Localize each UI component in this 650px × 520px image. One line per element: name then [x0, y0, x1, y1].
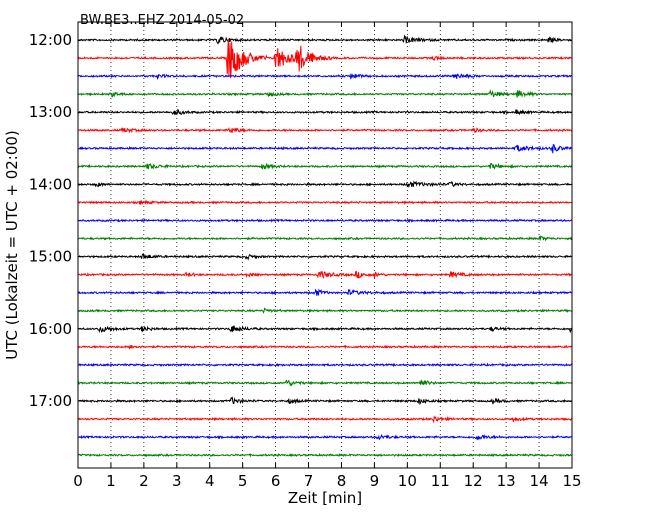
- x-tick-label: 2: [139, 472, 149, 490]
- x-axis-label: Zeit [min]: [288, 489, 362, 507]
- trace-1445: [77, 235, 573, 242]
- trace-1300: [77, 108, 573, 116]
- trace-1700: [77, 396, 573, 406]
- x-tick-label: 3: [172, 472, 182, 490]
- y-axis: 12:00 13:00 14:00 15:00 16:00 17:00: [29, 31, 572, 410]
- y-axis-label: UTC (Lokalzeit = UTC + 02:00): [3, 130, 21, 360]
- x-tick-label: 0: [73, 472, 83, 490]
- chart-title: BW.BE3..EHZ 2014-05-02: [80, 13, 244, 28]
- trace-1400: [77, 180, 573, 189]
- y-tick-label: 14:00: [29, 175, 72, 193]
- trace-1745: [77, 452, 573, 458]
- trace-1515: [77, 270, 573, 280]
- y-tick-label: 12:00: [29, 31, 72, 49]
- x-tick-label: 13: [497, 472, 516, 490]
- y-tick-label: 16:00: [29, 320, 72, 338]
- y-tick-label: 17:00: [29, 392, 72, 410]
- trace-1545: [77, 307, 573, 314]
- x-tick-label: 6: [271, 472, 281, 490]
- traces: [77, 34, 573, 458]
- plot-frame: [77, 21, 573, 469]
- trace-1345: [77, 162, 573, 170]
- trace-1715: [77, 415, 573, 424]
- trace-1600: [77, 325, 573, 334]
- x-tick-label: 4: [205, 472, 215, 490]
- trace-1315: [77, 127, 573, 134]
- trace-1530: [77, 288, 573, 296]
- trace-1245: [77, 89, 573, 98]
- trace-1415: [77, 199, 573, 206]
- trace-1215: [77, 38, 573, 79]
- trace-1730: [77, 433, 573, 441]
- trace-1430: [77, 218, 573, 223]
- trace-1330: [77, 143, 573, 154]
- x-axis: 0 1 2 3 4 5 6 7 8 9 10 11 12 13 14 15: [73, 22, 582, 490]
- x-tick-label: 7: [304, 472, 314, 490]
- x-tick-label: 8: [337, 472, 347, 490]
- trace-1615: [77, 344, 573, 350]
- trace-1645: [77, 379, 573, 387]
- trace-1200: [77, 34, 573, 45]
- x-tick-label: 14: [530, 472, 549, 490]
- y-tick-label: 15:00: [29, 248, 72, 266]
- x-tick-label: 9: [370, 472, 380, 490]
- x-tick-label: 15: [562, 472, 581, 490]
- x-tick-label: 10: [398, 472, 417, 490]
- trace-1630: [77, 362, 573, 368]
- trace-1230: [77, 73, 573, 80]
- x-tick-label: 1: [106, 472, 116, 490]
- y-tick-label: 13:00: [29, 103, 72, 121]
- trace-1500: [77, 253, 573, 261]
- x-tick-label: 12: [464, 472, 483, 490]
- x-tick-label: 11: [431, 472, 450, 490]
- x-tick-label: 5: [238, 472, 248, 490]
